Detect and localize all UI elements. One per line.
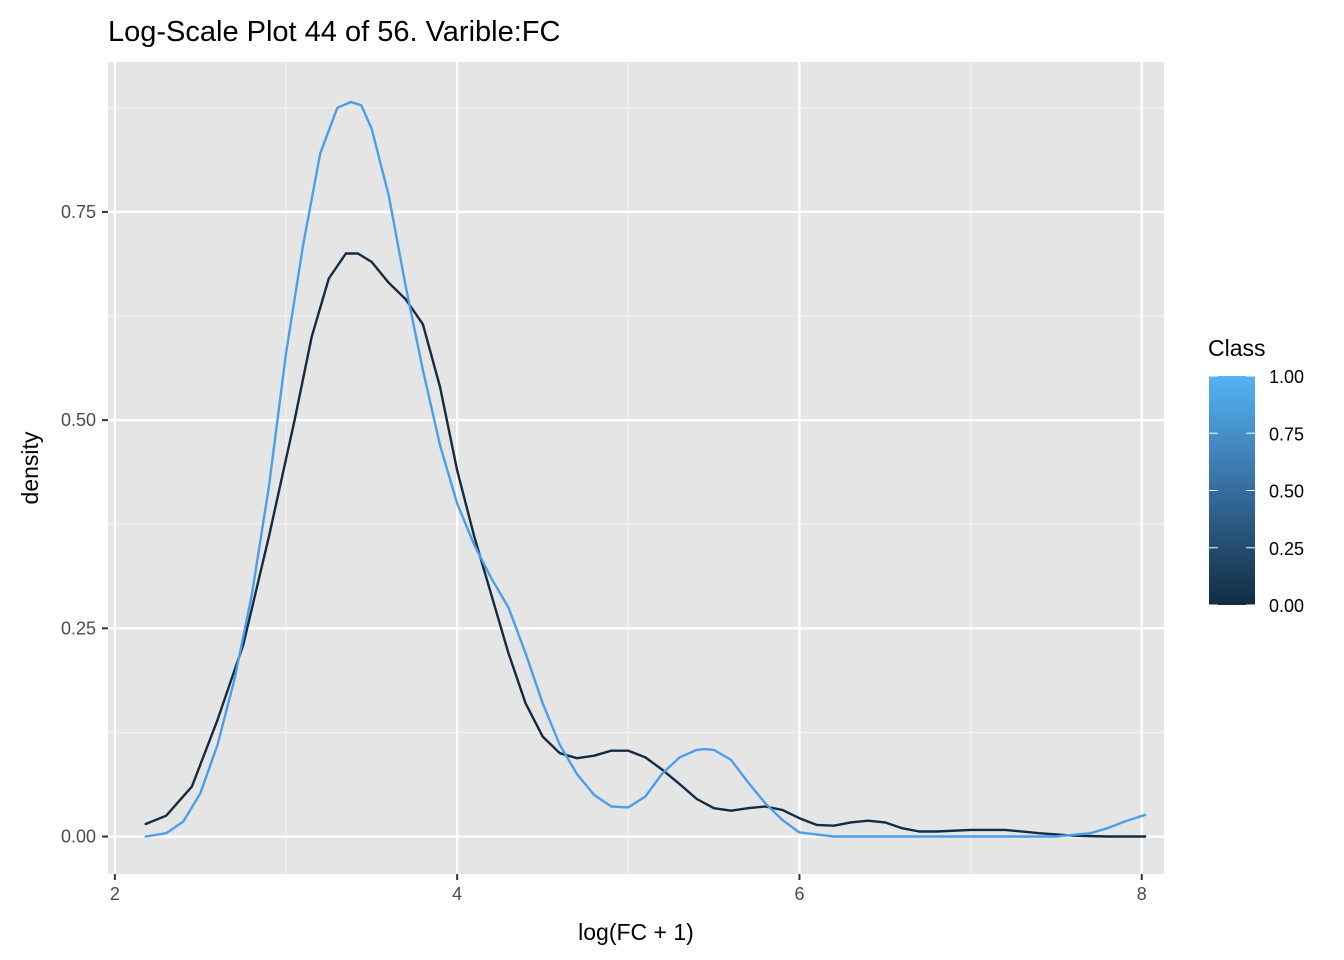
x-axis: 2 4 6 8: [110, 874, 1147, 904]
density-line-class-1: [144, 100, 1147, 838]
x-axis-title: log(FC + 1): [578, 919, 694, 945]
major-gridlines: [108, 62, 1164, 874]
legend-tick-label: 0.75: [1269, 424, 1304, 444]
plot-panel: [108, 62, 1164, 874]
y-tick-label: 0.75: [61, 202, 96, 222]
legend-tick-label: 0.00: [1269, 596, 1304, 616]
legend-tick-label: 0.50: [1269, 482, 1304, 502]
x-tick-label: 4: [452, 884, 462, 904]
y-axis-title: density: [17, 431, 43, 504]
legend-tick-label: 0.25: [1269, 539, 1304, 559]
series-layer: [144, 100, 1147, 838]
legend: Class 0.00 0.25 0.50 0.75 1.00: [1208, 335, 1304, 616]
x-tick-label: 6: [794, 884, 804, 904]
y-tick-label: 0.00: [61, 827, 96, 847]
y-tick-label: 0.50: [61, 410, 96, 430]
legend-tick-label: 1.00: [1269, 367, 1304, 387]
density-line-class-0: [144, 252, 1147, 838]
x-tick-label: 2: [110, 884, 120, 904]
chart-title: Log-Scale Plot 44 of 56. Varible:FC: [108, 16, 560, 48]
y-axis: 0.00 0.25 0.50 0.75: [61, 202, 108, 847]
minor-gridlines: [108, 62, 1164, 874]
y-tick-label: 0.25: [61, 618, 96, 638]
x-tick-label: 8: [1137, 884, 1147, 904]
legend-title: Class: [1208, 335, 1266, 361]
legend-ticks: 0.00 0.25 0.50 0.75 1.00: [1209, 367, 1304, 616]
